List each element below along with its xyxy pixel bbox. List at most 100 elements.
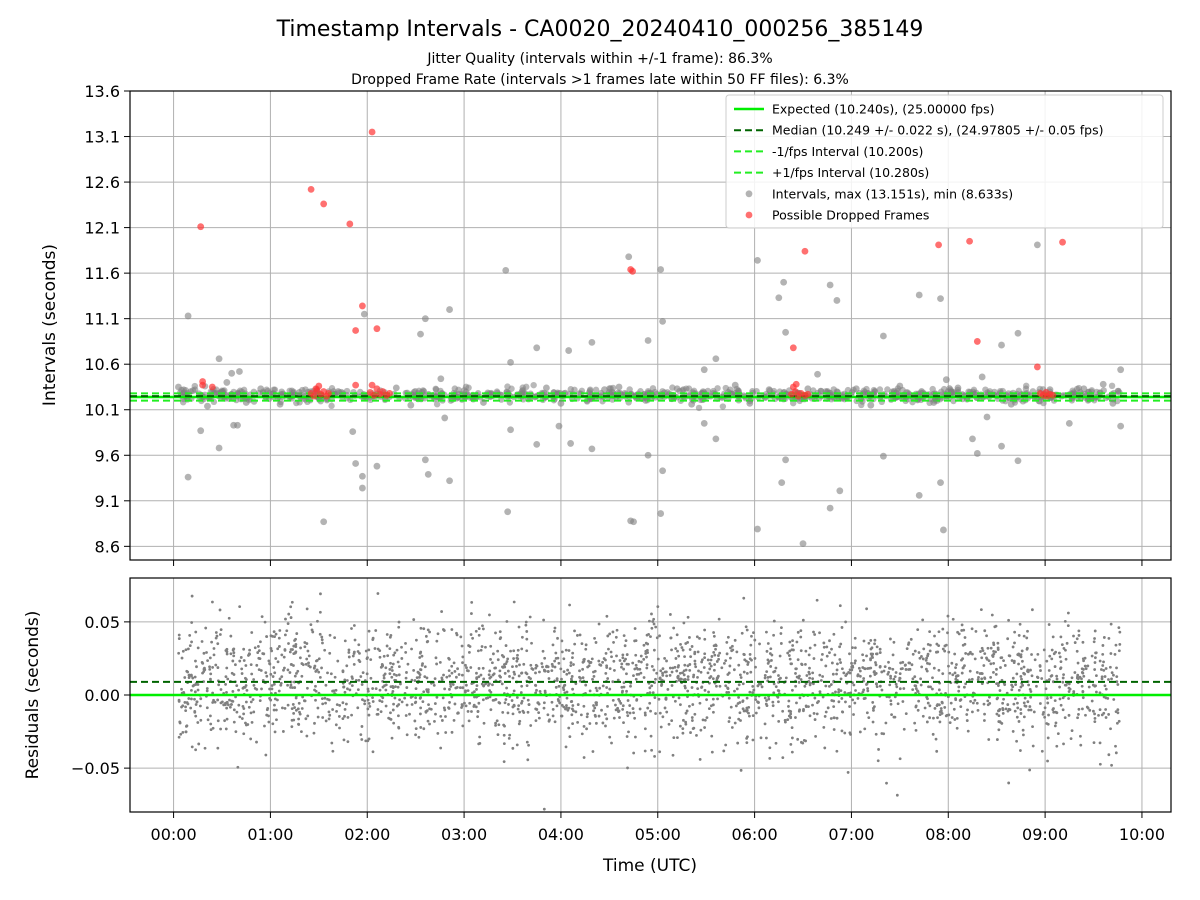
residual-point (673, 665, 677, 669)
residual-point (665, 674, 669, 678)
residual-point (626, 699, 630, 702)
residual-point (838, 604, 842, 608)
residual-point (757, 701, 760, 704)
residual-point (378, 649, 382, 653)
residual-point (934, 650, 938, 654)
residual-point (1029, 690, 1033, 693)
residual-point (750, 658, 753, 662)
residual-point (460, 644, 464, 648)
residual-point (208, 656, 212, 660)
residual-point (434, 712, 437, 716)
residual-point (893, 675, 897, 679)
residual-point (1002, 659, 1005, 663)
residual-point (571, 704, 575, 707)
residual-point (422, 727, 426, 731)
residual-point (796, 658, 800, 662)
residual-point (752, 688, 756, 692)
residual-point (1036, 653, 1040, 656)
residual-point (621, 708, 625, 711)
residual-point (1072, 634, 1075, 638)
residual-point (788, 640, 792, 644)
residual-point (982, 664, 986, 667)
dropped-frame-point (368, 381, 376, 389)
residual-point (771, 700, 775, 704)
interval-band-point (858, 401, 865, 409)
residual-point (232, 651, 236, 655)
residual-point (716, 697, 719, 701)
interval-point (242, 399, 250, 406)
residual-point (991, 655, 995, 658)
residual-point (584, 643, 588, 647)
residual-point (1048, 654, 1052, 658)
residual-point (863, 727, 867, 731)
residual-point (615, 628, 619, 632)
residual-point (404, 641, 407, 645)
residual-point (821, 695, 825, 699)
residual-point (848, 652, 851, 656)
residual-point (865, 682, 869, 686)
residual-point (840, 697, 844, 700)
residual-point (1016, 701, 1019, 705)
residual-point (506, 669, 510, 673)
residual-point (808, 666, 811, 670)
residual-point (504, 698, 508, 701)
residual-point (214, 631, 218, 634)
residual-point (645, 633, 649, 637)
residual-point (710, 655, 714, 658)
residual-point (938, 720, 942, 724)
residual-point (867, 716, 871, 720)
residual-point (880, 670, 884, 674)
interval-point (601, 386, 608, 394)
residual-point (570, 707, 574, 711)
residual-point (784, 676, 788, 680)
interval-band-point (270, 386, 277, 393)
residual-point (1102, 660, 1105, 664)
residual-point (1098, 708, 1102, 712)
interval-point (879, 452, 887, 460)
residual-point (543, 656, 547, 660)
residual-point (185, 669, 189, 673)
residual-point (330, 741, 334, 745)
residual-point (633, 639, 636, 643)
residual-point (750, 634, 753, 638)
residual-point (1054, 650, 1058, 654)
residual-point (617, 697, 621, 701)
residual-point (384, 688, 388, 692)
residuals-x-ticks: 00:00 01:00 02:00 03:00 04:00 05:00 06:00 07:00… (151, 812, 1165, 844)
residual-point (193, 697, 196, 701)
residual-point (1109, 727, 1112, 731)
residual-point (995, 697, 999, 701)
residual-point (1061, 676, 1065, 680)
residual-point (555, 704, 559, 708)
interval-point (502, 267, 510, 274)
residual-point (1011, 685, 1015, 689)
residual-point (237, 688, 240, 692)
residual-point (190, 640, 193, 644)
residual-point (895, 685, 899, 689)
residual-point (512, 649, 516, 653)
residual-point (195, 700, 199, 704)
residual-point (659, 669, 663, 673)
residual-point (350, 684, 354, 688)
interval-point (565, 347, 573, 354)
residual-point (905, 647, 909, 651)
residual-point (274, 632, 278, 636)
residual-point (1069, 737, 1073, 741)
residual-point (328, 633, 332, 637)
residual-point (391, 662, 395, 666)
residual-point (189, 706, 193, 710)
residual-point (854, 659, 857, 663)
residual-point (1031, 725, 1034, 729)
residual-point (255, 663, 259, 667)
residual-point (1059, 703, 1063, 707)
residual-point (436, 731, 440, 735)
residual-point (565, 696, 569, 700)
residual-point (869, 652, 873, 656)
residual-point (525, 740, 529, 744)
residual-point (931, 676, 934, 680)
residual-point (759, 736, 763, 740)
residual-point (568, 603, 571, 607)
residual-point (742, 670, 746, 674)
residual-point (846, 771, 850, 774)
legend-label: Possible Dropped Frames (772, 208, 929, 223)
